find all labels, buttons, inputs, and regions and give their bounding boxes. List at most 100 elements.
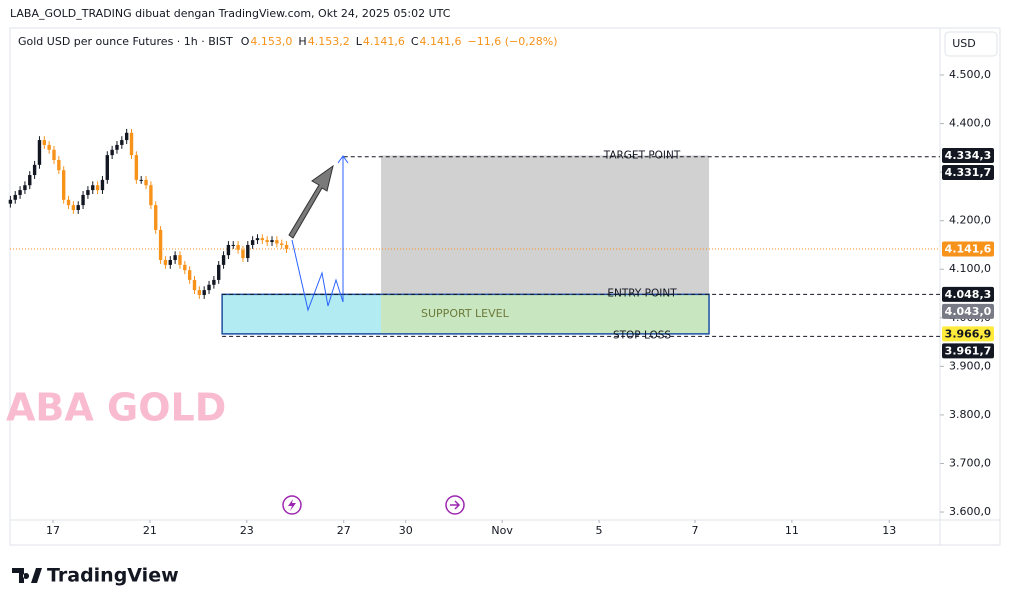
- candle-body: [183, 264, 187, 271]
- x-tick-label: 17: [46, 524, 60, 537]
- plot: ABA GOLD3.600,03.700,03.800,03.900,04.00…: [6, 68, 994, 537]
- candle-body: [207, 284, 211, 291]
- candle-body: [28, 175, 32, 186]
- y-tick-label: 4.200,0: [949, 214, 991, 227]
- y-tick-label: 3.800,0: [949, 408, 991, 421]
- candle-body: [280, 243, 284, 245]
- price-label-box: [942, 241, 994, 257]
- projection-arrowhead: [337, 155, 349, 164]
- x-tick-label: 7: [691, 524, 698, 537]
- candle-body: [250, 240, 255, 245]
- candle-body: [120, 140, 124, 145]
- candle-body: [163, 260, 168, 265]
- ohlc-value: 4.141,6: [363, 35, 405, 48]
- candle-body: [212, 279, 216, 285]
- candle-body: [144, 179, 148, 186]
- event-icon-glyph: [288, 499, 296, 511]
- price-label: 4.048,3: [945, 288, 992, 301]
- event-icon[interactable]: [282, 495, 302, 515]
- candle-body: [217, 264, 221, 280]
- trend-arrow: [288, 164, 334, 239]
- candle-body: [37, 140, 42, 165]
- logo-mark: [12, 568, 42, 583]
- candle-body: [32, 164, 37, 176]
- candle-body: [42, 140, 46, 145]
- candle-body: [236, 244, 240, 250]
- ohlc-key: O: [241, 35, 250, 48]
- candle-body: [241, 249, 245, 259]
- x-tick-label: 13: [882, 524, 896, 537]
- x-tick-label: 27: [337, 524, 351, 537]
- zone: [381, 155, 710, 295]
- candle-body: [52, 149, 56, 160]
- event-icon-glyph: [450, 500, 461, 510]
- candle-body: [265, 240, 269, 243]
- x-tick-label: 23: [240, 524, 254, 537]
- candle-body: [124, 132, 129, 141]
- price-label: 4.334,3: [945, 149, 992, 162]
- price-label: 3.966,9: [945, 327, 992, 340]
- candle-body: [187, 270, 192, 280]
- ohlc-key: C: [411, 35, 419, 48]
- candle-body: [8, 199, 13, 204]
- level-label: TARGET POINT: [603, 150, 681, 162]
- legend: Gold USD per ounce Futures · 1h · BIST O…: [18, 35, 557, 48]
- price-label-box: [942, 326, 994, 342]
- x-tick-label: 5: [596, 524, 603, 537]
- currency[interactable]: USD: [952, 37, 976, 50]
- ohlc-key: L: [356, 35, 363, 48]
- candle-body: [86, 190, 90, 195]
- candle-body: [173, 255, 177, 261]
- candle-body: [71, 205, 76, 210]
- candle-body: [221, 255, 226, 265]
- candle-body: [226, 244, 231, 256]
- ohlc-change: −11,6 (−0,28%): [468, 35, 558, 48]
- ohlc-key: H: [298, 35, 306, 48]
- zone: [381, 294, 710, 334]
- candle-body: [129, 132, 134, 156]
- symbol: Gold USD per ounce Futures · 1h · BIST: [18, 35, 233, 48]
- ohlc-value: 4.153,0: [250, 35, 292, 48]
- x-tick-label: Nov: [491, 524, 513, 537]
- footer-logo: TradingView: [12, 565, 179, 587]
- candle-body: [246, 244, 250, 259]
- candle-body: [95, 185, 100, 191]
- caption: LABA_GOLD_TRADING dibuat dengan TradingV…: [10, 7, 451, 20]
- candle-body: [168, 260, 172, 265]
- candle-body: [284, 244, 289, 250]
- candle-body: [110, 149, 114, 156]
- ohlc: O 4.153,0 H 4.153,2 L 4.141,6 C 4.141,6 −11,6 (−…: [241, 35, 558, 48]
- price-label: 4.331,7: [945, 166, 992, 179]
- zone: [222, 294, 382, 334]
- event-icon[interactable]: [445, 495, 465, 515]
- price-label: 4.043,0: [945, 305, 992, 318]
- currency-button[interactable]: [944, 31, 998, 57]
- candle-body: [231, 244, 235, 246]
- price-label-box: [942, 303, 994, 319]
- zone-label: SUPPORT LEVEL: [421, 307, 510, 320]
- watermark: ABA GOLD: [6, 386, 226, 430]
- ohlc-value: 4.141,6: [420, 35, 462, 48]
- candle-body: [260, 238, 265, 241]
- ohlc-value: 4.153,2: [308, 35, 350, 48]
- candle-body: [18, 190, 22, 195]
- candle-body: [13, 194, 17, 200]
- candle-body: [202, 290, 206, 295]
- y-tick-label: 3.600,0: [949, 505, 991, 518]
- frame: [9, 27, 1001, 546]
- x-tick-label: 11: [785, 524, 799, 537]
- candle-body: [66, 199, 71, 206]
- candle-body: [76, 205, 80, 210]
- candle-body: [275, 240, 279, 244]
- candle-body: [158, 229, 163, 261]
- price-label-box: [942, 286, 994, 302]
- logo-text: TradingView: [47, 565, 179, 587]
- price-label-box: [942, 164, 994, 180]
- candle-body: [255, 238, 260, 241]
- price-label: 4.141,6: [945, 243, 992, 256]
- candle-body: [47, 144, 51, 150]
- candle-body: [154, 205, 158, 230]
- zone-outline: [221, 293, 710, 335]
- candle-body: [139, 179, 143, 181]
